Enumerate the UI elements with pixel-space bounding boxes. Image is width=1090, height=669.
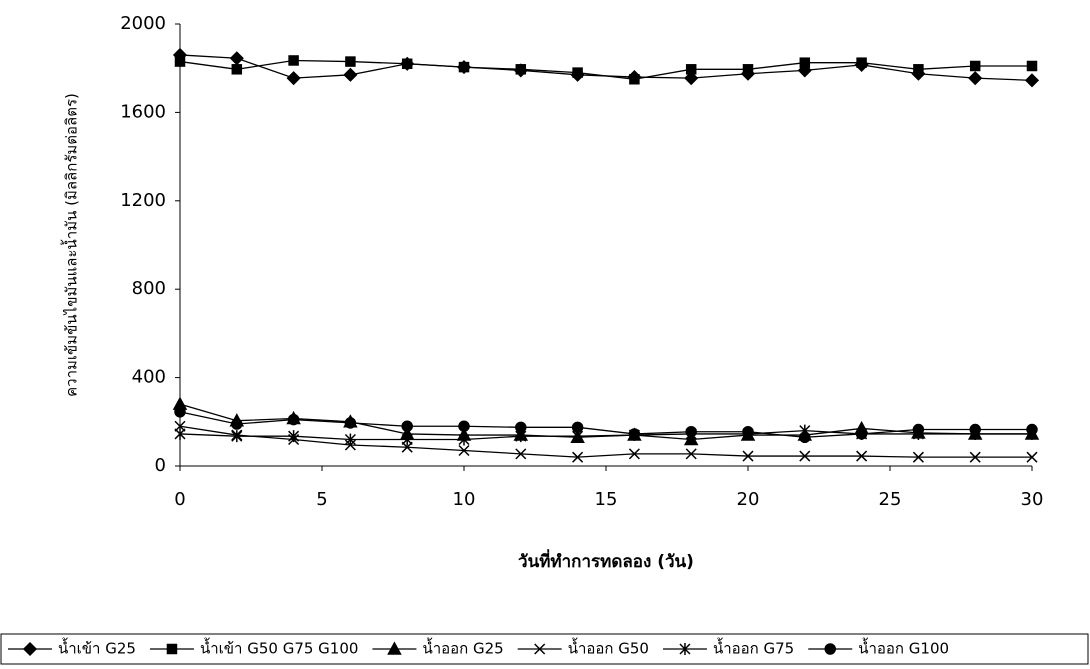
chart: วันที่ทำการทดลอง (วัน) ความเข้มข้นไขมันแ… <box>0 0 1090 665</box>
y-tick-label: 800 <box>132 278 166 299</box>
marker-square <box>857 58 866 67</box>
marker-circle <box>459 421 469 431</box>
marker-diamond <box>969 72 981 84</box>
marker-circle <box>629 429 639 439</box>
marker-circle <box>175 407 185 417</box>
marker-circle <box>402 421 412 431</box>
marker-circle <box>573 422 583 432</box>
marker-square <box>573 68 582 77</box>
x-tick-label: 15 <box>595 489 618 510</box>
marker-square <box>1028 61 1037 70</box>
marker-square <box>460 63 469 72</box>
y-tick-label: 1600 <box>120 101 166 122</box>
marker-circle <box>289 415 299 425</box>
marker-circle <box>1027 425 1037 435</box>
marker-circle <box>516 422 526 432</box>
series-line <box>180 60 1032 79</box>
marker-diamond <box>1026 74 1038 86</box>
marker-diamond <box>231 52 243 64</box>
x-tick-label: 0 <box>174 489 185 510</box>
x-tick-label: 25 <box>879 489 902 510</box>
x-tick-label: 10 <box>453 489 476 510</box>
marker-square <box>346 57 355 66</box>
marker-square <box>630 75 639 84</box>
marker-diamond <box>288 72 300 84</box>
marker-square <box>176 57 185 66</box>
y-tick-label: 400 <box>132 367 166 388</box>
x-tick-label: 20 <box>737 489 760 510</box>
legend-label: น้ำออก G25 <box>422 638 503 658</box>
legend-label: น้ำออก G50 <box>568 638 649 658</box>
legend-label: น้ำออก G75 <box>713 638 794 658</box>
x-tick-label: 30 <box>1021 489 1044 510</box>
marker-square <box>744 65 753 74</box>
marker-circle <box>800 432 810 442</box>
y-tick-label: 2000 <box>120 13 166 34</box>
legend-label: น้ำออก G100 <box>858 638 949 658</box>
marker-circle <box>825 644 835 654</box>
y-tick-label: 1200 <box>120 190 166 211</box>
marker-square <box>971 61 980 70</box>
marker-square <box>167 645 176 654</box>
y-axis-label: ความเข้มข้นไขมันและน้ำมัน (มิลลิกรัมต่อล… <box>61 93 81 397</box>
marker-square <box>687 65 696 74</box>
marker-square <box>914 65 923 74</box>
marker-square <box>403 59 412 68</box>
legend-label: น้ำเข้า G50 G75 G100 <box>200 638 358 658</box>
marker-circle <box>970 425 980 435</box>
marker-square <box>800 58 809 67</box>
marker-circle <box>857 429 867 439</box>
marker-circle <box>345 418 355 428</box>
legend-label: น้ำเข้า G25 <box>58 638 136 658</box>
marker-circle <box>743 427 753 437</box>
y-tick-label: 0 <box>155 455 166 476</box>
marker-diamond <box>344 69 356 81</box>
marker-square <box>516 65 525 74</box>
marker-circle <box>913 425 923 435</box>
marker-circle <box>232 419 242 429</box>
x-tick-label: 5 <box>316 489 327 510</box>
x-axis-label: วันที่ทำการทดลอง (วัน) <box>518 549 694 572</box>
marker-diamond <box>24 643 36 655</box>
marker-square <box>232 65 241 74</box>
marker-square <box>289 56 298 65</box>
marker-circle <box>686 427 696 437</box>
